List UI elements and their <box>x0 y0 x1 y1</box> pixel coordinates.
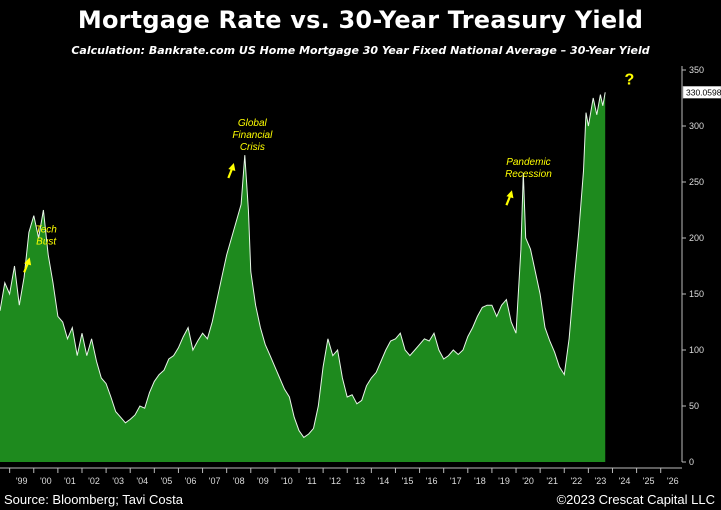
x-tick-label: '24 <box>619 476 631 486</box>
annotation-text: Financial <box>232 130 273 141</box>
y-tick-label: 250 <box>689 177 704 187</box>
y-tick-label: 50 <box>689 401 699 411</box>
x-tick-label: '15 <box>402 476 414 486</box>
last-value-label: 330.0598 <box>686 87 721 97</box>
x-tick-label: '22 <box>570 476 582 486</box>
x-tick-label: '21 <box>546 476 558 486</box>
x-tick-label: '12 <box>329 476 341 486</box>
last-value-box <box>682 86 721 99</box>
x-tick-label: '09 <box>257 476 269 486</box>
x-tick-label: '13 <box>353 476 365 486</box>
y-tick-label: 350 <box>689 65 704 75</box>
y-tick-label: 300 <box>689 121 704 131</box>
series-line <box>0 92 606 439</box>
x-tick-label: '03 <box>112 476 124 486</box>
x-tick-label: '26 <box>667 476 679 486</box>
arrow-head-icon <box>228 163 236 171</box>
source-note: Source: Bloomberg; Tavi Costa <box>4 492 183 507</box>
x-tick-label: '08 <box>233 476 245 486</box>
x-tick-label: '18 <box>474 476 486 486</box>
copyright-note: ©2023 Crescat Capital LLC <box>556 492 715 507</box>
x-tick-label: '05 <box>161 476 173 486</box>
x-tick-label: '14 <box>378 476 390 486</box>
x-tick-label: '11 <box>306 476 317 486</box>
annotation-question-mark: ? <box>624 72 634 89</box>
x-axis: '99 '00 '01 '02 '03 '04 '05 '06 '07 '08 '09 '10 '11 '… <box>0 467 682 486</box>
chart-subtitle: Calculation: Bankrate.com US Home Mortga… <box>71 44 650 57</box>
x-tick-label: '25 <box>643 476 655 486</box>
x-tick-label: '00 <box>40 476 52 486</box>
y-tick-label: 100 <box>689 345 704 355</box>
x-tick-label: '04 <box>136 476 148 486</box>
x-tick-label: '23 <box>595 476 607 486</box>
arrow-head-icon <box>506 190 514 199</box>
x-tick-label: '01 <box>64 476 76 486</box>
series-area <box>0 92 606 463</box>
x-tick-label: '10 <box>281 476 293 486</box>
x-tick-label: '20 <box>522 476 534 486</box>
x-tick-label: '19 <box>498 476 510 486</box>
x-tick-label: '07 <box>209 476 221 486</box>
annotation-text: Recession <box>505 169 552 180</box>
x-tick-label: '02 <box>88 476 100 486</box>
arrow-head-icon <box>24 257 32 266</box>
annotation-text: Bust <box>36 236 57 247</box>
y-tick-label: 0 <box>689 457 694 467</box>
x-tick-label: '99 <box>16 476 28 486</box>
annotation-text: Tech <box>36 224 58 235</box>
annotation-text: Crisis <box>240 142 265 153</box>
plot-area <box>0 92 606 463</box>
y-tick-label: 200 <box>689 233 704 243</box>
x-tick-label: '06 <box>185 476 197 486</box>
annotation-text: Pandemic <box>506 157 550 168</box>
y-axis: 0 50 100 150 200 250 300 350 330.0598 <box>681 65 721 467</box>
x-tick-label: '16 <box>426 476 438 486</box>
x-tick-label: '17 <box>450 476 462 486</box>
chart-title: Mortgage Rate vs. 30-Year Treasury Yield <box>77 6 644 34</box>
annotation-text: Global <box>238 118 268 129</box>
y-tick-label: 150 <box>689 289 704 299</box>
